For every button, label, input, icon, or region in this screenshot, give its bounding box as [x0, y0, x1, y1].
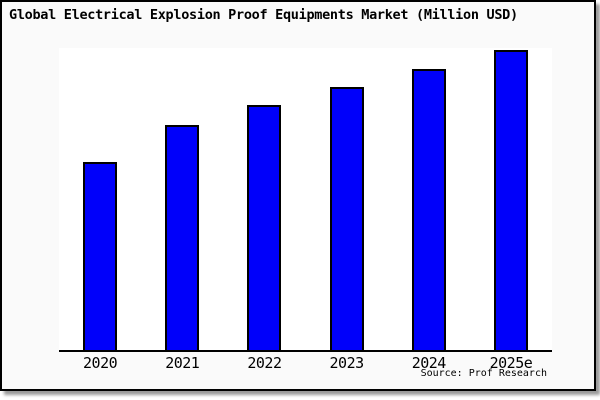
bar-2024: [411, 69, 446, 350]
bar-slot-2022: [223, 48, 305, 350]
x-tick-label-2021: 2021: [165, 354, 200, 372]
bar-2021: [165, 125, 200, 350]
chart-frame: Global Electrical Explosion Proof Equipm…: [0, 0, 596, 391]
plot-area: [59, 48, 552, 352]
x-tick-label-2022: 2022: [247, 354, 282, 372]
x-tick-label-2025e: 2025e: [489, 354, 533, 372]
bar-2022: [247, 105, 282, 350]
x-axis-labels: 2020 2021 2022 2023 2024 2025e: [59, 354, 552, 372]
x-tick-label-2024: 2024: [411, 354, 447, 372]
bar-slot-2023: [306, 48, 388, 350]
bar-2020: [83, 162, 118, 350]
x-tick-label-2023: 2023: [329, 354, 365, 372]
bar-slot-2025e: [470, 48, 552, 350]
bar-slot-2024: [388, 48, 470, 350]
bar-slot-2020: [59, 48, 141, 350]
bar-2023: [329, 87, 364, 350]
x-tick-label-2020: 2020: [83, 354, 118, 372]
bar-series: [59, 48, 552, 350]
bar-slot-2021: [141, 48, 223, 350]
bar-2025e: [493, 50, 528, 350]
source-note: Source: Prof Research: [420, 368, 547, 379]
chart-title: Global Electrical Explosion Proof Equipm…: [9, 7, 518, 23]
